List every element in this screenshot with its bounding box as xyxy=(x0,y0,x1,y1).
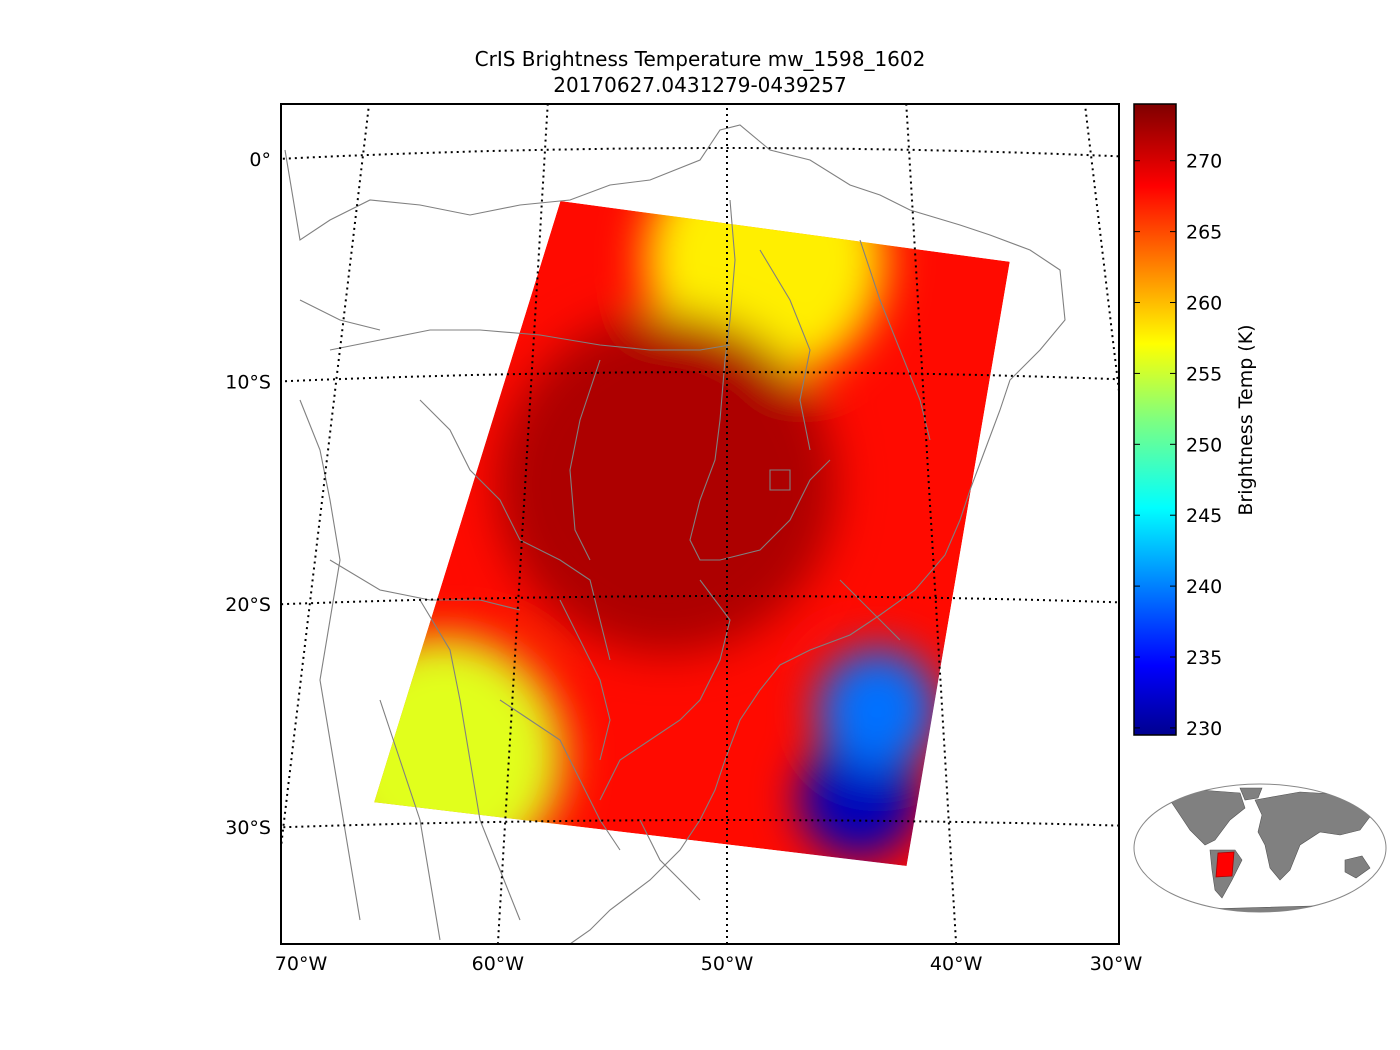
border-line xyxy=(769,469,791,491)
colorbar: 230 235 240 245 250 255 260 265 270 Brightness T… xyxy=(1133,103,1257,740)
inset-greenland xyxy=(1239,787,1263,801)
field-region xyxy=(799,738,920,859)
lon-tick-label: 70°W xyxy=(275,953,328,975)
coastline xyxy=(284,124,1066,944)
chart-subtitle: 20170627.0431279-0439257 xyxy=(553,73,847,97)
lon-gridline xyxy=(905,104,958,944)
inset-swath-highlight xyxy=(1215,851,1235,878)
border-line xyxy=(759,249,811,451)
colorbar-tick-label: 255 xyxy=(1186,363,1222,385)
border-line xyxy=(299,399,361,921)
lat-tick-label: 0° xyxy=(249,149,271,171)
border-line xyxy=(299,299,381,331)
border-line xyxy=(419,399,611,661)
lon-tick-label: 30°W xyxy=(1090,953,1143,975)
inset-locator-map xyxy=(1133,783,1387,913)
colorbar-gradient xyxy=(1133,103,1177,736)
colorbar-tick-label: 265 xyxy=(1186,222,1222,244)
lat-tick-label: 30°S xyxy=(225,817,271,839)
inset-australia xyxy=(1344,855,1371,879)
field-region xyxy=(496,314,837,655)
colorbar-label: Brightness Temp (K) xyxy=(1235,324,1257,515)
border-line xyxy=(329,559,521,611)
graticule xyxy=(281,104,1119,944)
chart-title: CrIS Brightness Temperature mw_1598_1602 xyxy=(474,47,926,71)
lon-tick-label: 50°W xyxy=(701,953,754,975)
border-line xyxy=(569,359,601,561)
inset-north-america xyxy=(1169,789,1246,846)
lon-tick-label: 40°W xyxy=(930,953,983,975)
map-area xyxy=(281,104,1119,944)
lon-gridline xyxy=(496,104,549,944)
colorbar-tick-label: 245 xyxy=(1186,505,1222,527)
colorbar-tick-label: 270 xyxy=(1186,151,1222,173)
border-line xyxy=(379,699,441,941)
border-line xyxy=(419,599,521,921)
border-line xyxy=(639,819,701,901)
colorbar-tick-label: 230 xyxy=(1186,718,1222,740)
country-borders xyxy=(284,124,1066,944)
colorbar-tick-label: 235 xyxy=(1186,647,1222,669)
field-region xyxy=(817,648,938,769)
border-line xyxy=(839,579,901,641)
colorbar-tick-label: 250 xyxy=(1186,434,1222,456)
colorbar-tick-label: 260 xyxy=(1186,293,1222,315)
lat-tick-label: 10°S xyxy=(225,371,271,393)
border-line xyxy=(329,329,731,351)
border-line xyxy=(599,579,731,801)
border-line xyxy=(499,699,621,851)
lat-gridline xyxy=(281,147,1119,160)
border-line xyxy=(859,239,931,441)
lon-tick-label: 60°W xyxy=(472,953,525,975)
lat-tick-label: 20°S xyxy=(225,594,271,616)
lon-gridline xyxy=(281,104,371,856)
colorbar-tick-label: 240 xyxy=(1186,576,1222,598)
colorbar-ticks: 230 235 240 245 250 255 260 265 270 xyxy=(1134,151,1222,740)
border-line xyxy=(689,199,831,561)
lon-gridline xyxy=(1083,104,1119,400)
lat-tick-labels: 0° 10°S 20°S 30°S xyxy=(225,149,271,839)
map-frame xyxy=(280,103,1120,945)
border-line xyxy=(559,599,611,761)
lon-tick-labels: 70°W 60°W 50°W 40°W 30°W xyxy=(275,953,1143,975)
